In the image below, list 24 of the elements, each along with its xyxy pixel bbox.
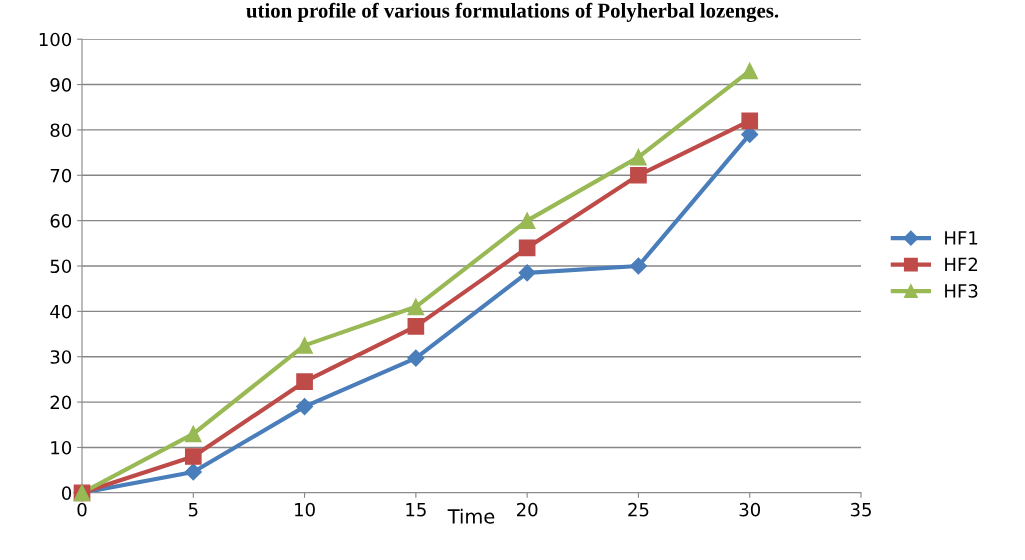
y-tick-label: 0 — [61, 486, 72, 500]
x-tick-label: 35 — [850, 502, 871, 517]
y-tick-label: 10 — [51, 440, 72, 455]
y-tick-label: 20 — [50, 395, 72, 410]
x-tick-label: 5 — [188, 503, 198, 517]
y-tick-label: 80 — [50, 123, 72, 138]
y-tick-label: 40 — [50, 304, 72, 319]
y-tick-label: 90 — [50, 78, 72, 92]
x-tick-label: 20 — [516, 502, 538, 517]
x-tick-label: 25 — [628, 502, 649, 517]
y-tick-label: 100 — [39, 32, 72, 47]
legend-label: HF1 — [945, 231, 978, 245]
x-tick-label: 10 — [295, 502, 315, 517]
x-axis-title: Time — [447, 508, 495, 524]
x-tick-label: 30 — [739, 502, 760, 517]
x-tick-label: 15 — [406, 503, 426, 517]
y-tick-label: 30 — [50, 350, 72, 364]
legend-label: HF2 — [945, 257, 978, 271]
x-tick-label: 0 — [77, 502, 87, 517]
legend-label: HF3 — [945, 284, 978, 298]
y-tick-label: 50 — [50, 259, 72, 274]
y-tick-label: 60 — [50, 214, 72, 228]
chart-title: ution profile of various formulations of Polyherbal lozenges. — [246, 2, 779, 23]
y-tick-label: 70 — [50, 168, 72, 183]
